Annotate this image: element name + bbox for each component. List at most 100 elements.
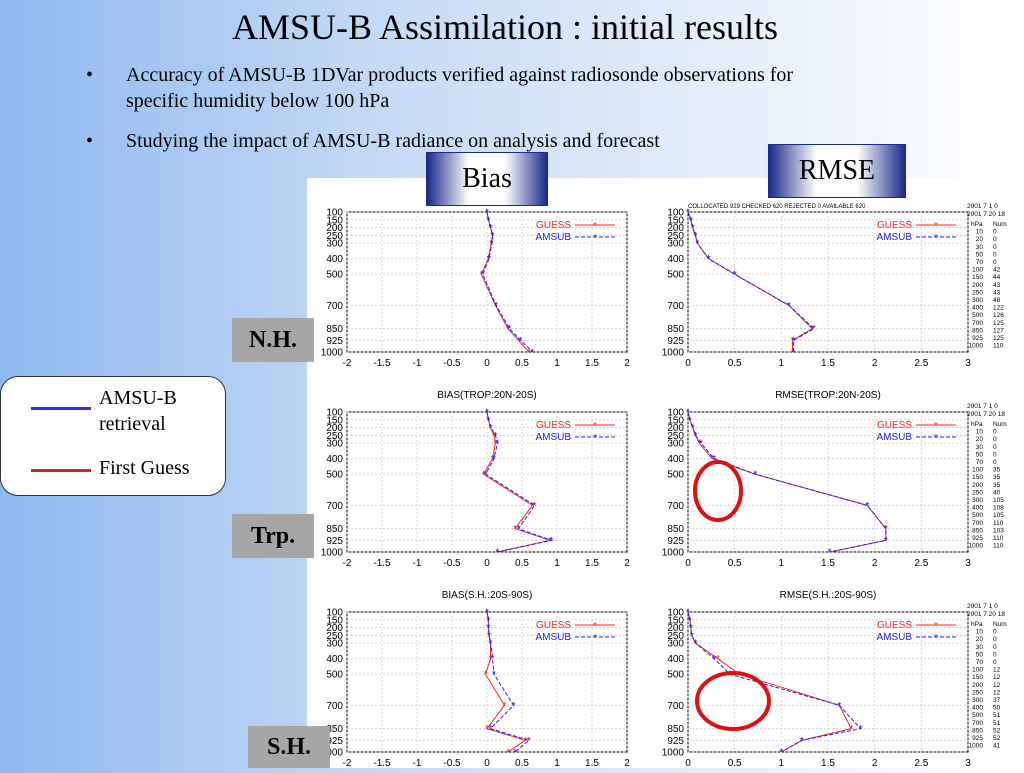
x-tick-label: 1.5	[585, 558, 599, 569]
y-tick-label: 925	[326, 736, 343, 747]
series-line	[687, 411, 887, 553]
data-point: *	[865, 501, 869, 512]
y-tick-label: 200	[667, 423, 684, 434]
y-tick-label: 500	[326, 270, 343, 281]
x-tick-label: 0.5	[515, 558, 529, 569]
series-legend-marker: *	[593, 633, 597, 644]
data-point: *	[792, 348, 796, 359]
y-tick-label: 300	[667, 439, 684, 450]
side-table-cell: 30	[976, 244, 984, 251]
side-table-cell: 40	[993, 489, 1001, 496]
side-table-cell: 700	[972, 520, 983, 527]
side-table-header: Num	[993, 421, 1007, 428]
series-legend-label: AMSUB	[876, 632, 912, 643]
series-legend-label: AMSUB	[535, 232, 571, 243]
legend-box: AMSU-B retrieval First Guess	[0, 376, 226, 496]
y-tick-label: 250	[667, 231, 684, 242]
data-point: *	[491, 231, 495, 242]
x-tick-label: 2	[872, 358, 878, 369]
data-point: *	[865, 501, 869, 512]
x-tick-label: 3	[965, 358, 971, 369]
side-table-cell: 35	[993, 467, 1001, 474]
data-point: *	[485, 208, 489, 219]
side-table-cell: 50	[993, 705, 1001, 712]
y-tick-label: 100	[326, 608, 343, 619]
x-tick-label: 1	[779, 358, 785, 369]
side-table-cell: 10	[976, 629, 984, 636]
y-tick-label: 700	[326, 701, 343, 712]
side-table-header: Num	[993, 221, 1007, 228]
data-point: *	[549, 536, 553, 547]
side-table-header: Num	[993, 621, 1007, 628]
data-point: *	[694, 431, 698, 442]
side-table-cell: 52	[993, 727, 1001, 734]
chart-panel: 0 0.5 1 1.5 2 2.5 3100150200250300400500700850…	[662, 590, 1007, 769]
data-point: *	[489, 423, 493, 434]
data-point: *	[686, 608, 690, 619]
side-table-header: hPa	[971, 421, 983, 428]
data-point: *	[533, 501, 537, 512]
x-tick-label: 1	[779, 758, 785, 768]
data-point: *	[753, 470, 757, 481]
side-table-cell: 50	[976, 251, 984, 258]
data-point: *	[487, 631, 491, 642]
x-tick-label: 2.5	[914, 358, 928, 369]
side-table-cell: 1000	[969, 743, 984, 750]
chart-title: RMSE(S.H.:20S-90S)	[780, 590, 877, 601]
data-point: *	[489, 223, 493, 234]
series-legend-marker: *	[934, 233, 938, 244]
region-label-trp: Trp.	[232, 514, 314, 558]
x-tick-label: -1.5	[373, 358, 391, 369]
data-point: *	[489, 724, 493, 735]
data-point: *	[491, 454, 495, 465]
y-tick-label: 300	[667, 239, 684, 250]
data-point: *	[699, 439, 703, 450]
side-table-cell: 70	[976, 259, 984, 266]
x-tick-label: 0	[685, 758, 691, 768]
data-point: *	[695, 239, 699, 250]
data-point: *	[506, 324, 510, 335]
x-tick-label: 1.5	[821, 358, 835, 369]
y-tick-label: 850	[326, 524, 343, 535]
side-table-cell: 70	[976, 459, 984, 466]
data-point: *	[792, 336, 796, 347]
x-tick-label: 0.5	[515, 758, 529, 768]
y-tick-label: 700	[326, 501, 343, 512]
data-point: *	[691, 423, 695, 434]
data-point: *	[694, 431, 698, 442]
series-legend-marker: *	[934, 221, 938, 232]
y-tick-label: 400	[326, 654, 343, 665]
data-point: *	[494, 301, 498, 312]
side-table-cell: 0	[993, 236, 997, 243]
data-point: *	[496, 439, 500, 450]
x-tick-label: -1	[413, 358, 422, 369]
data-point: *	[479, 270, 483, 281]
data-point: *	[849, 724, 853, 735]
chart-title: BIAS(S.H.:20S-90S)	[442, 590, 533, 601]
y-tick-label: 1000	[321, 548, 344, 559]
side-table-cell: 12	[993, 689, 1001, 696]
series-line	[486, 611, 531, 753]
side-table-cell: 20	[976, 236, 984, 243]
side-table-cell: 0	[993, 459, 997, 466]
x-tick-label: -2	[343, 558, 352, 569]
side-table-date: 2001 7 1 0	[967, 603, 998, 610]
data-point: *	[689, 215, 693, 226]
side-table-cell: 100	[972, 667, 983, 674]
bullet-marker: •	[86, 64, 94, 86]
y-tick-label: 100	[667, 408, 684, 419]
data-point: *	[548, 536, 552, 547]
data-point: *	[694, 639, 698, 650]
data-point: *	[513, 524, 517, 535]
side-table-cell: 850	[972, 327, 983, 334]
data-point: *	[779, 748, 783, 759]
side-table-cell: 700	[972, 320, 983, 327]
data-point: *	[492, 454, 496, 465]
side-table-cell: 0	[993, 244, 997, 251]
series-legend-label: AMSUB	[876, 432, 912, 443]
data-point: *	[531, 348, 535, 359]
y-tick-label: 200	[326, 623, 343, 634]
data-point: *	[686, 208, 690, 219]
data-point: *	[712, 654, 716, 665]
